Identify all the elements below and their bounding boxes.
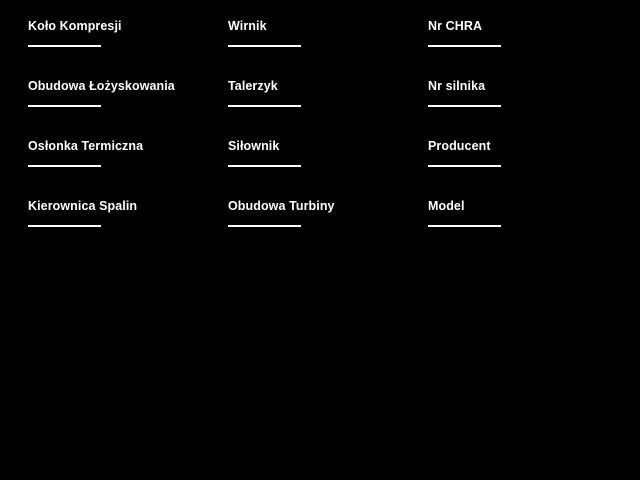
field-value-silownik[interactable] xyxy=(228,152,301,165)
field-value-kolo-kompresji[interactable] xyxy=(28,32,101,45)
field-value-obudowa-turbiny[interactable] xyxy=(228,212,301,225)
field-value-producent[interactable] xyxy=(428,152,501,165)
field-value-talerzyk[interactable] xyxy=(228,92,301,105)
field-silownik[interactable]: Siłownik xyxy=(228,138,413,184)
field-obudowa-lozyskowania[interactable]: Obudowa Łożyskowania xyxy=(28,78,213,124)
field-label-kolo-kompresji: Koło Kompresji xyxy=(28,18,122,33)
field-label-wirnik: Wirnik xyxy=(228,18,267,33)
field-producent[interactable]: Producent xyxy=(428,138,613,184)
field-rule-oslonka-termiczna xyxy=(28,165,101,167)
field-label-oslonka-termiczna: Osłonka Termiczna xyxy=(28,138,144,153)
field-label-talerzyk: Talerzyk xyxy=(228,78,278,93)
field-nr-silnika[interactable]: Nr silnika xyxy=(428,78,613,124)
field-label-model: Model xyxy=(428,198,465,213)
field-label-obudowa-lozyskowania: Obudowa Łożyskowania xyxy=(28,78,175,93)
field-kolo-kompresji[interactable]: Koło Kompresji xyxy=(28,18,213,64)
field-value-wirnik[interactable] xyxy=(228,32,301,45)
field-value-obudowa-lozyskowania[interactable] xyxy=(28,92,101,105)
field-oslonka-termiczna[interactable]: Osłonka Termiczna xyxy=(28,138,213,184)
field-wirnik[interactable]: Wirnik xyxy=(228,18,413,64)
field-rule-obudowa-turbiny xyxy=(228,225,301,227)
field-rule-nr-chra xyxy=(428,45,501,47)
field-rule-kierownica-spalin xyxy=(28,225,101,227)
field-talerzyk[interactable]: Talerzyk xyxy=(228,78,413,124)
field-value-oslonka-termiczna[interactable] xyxy=(28,152,101,165)
field-label-kierownica-spalin: Kierownica Spalin xyxy=(28,198,138,213)
field-model[interactable]: Model xyxy=(428,198,613,244)
field-rule-obudowa-lozyskowania xyxy=(28,105,101,107)
field-rule-silownik xyxy=(228,165,301,167)
field-rule-talerzyk xyxy=(228,105,301,107)
field-rule-model xyxy=(428,225,501,227)
field-rule-nr-silnika xyxy=(428,105,501,107)
field-obudowa-turbiny[interactable]: Obudowa Turbiny xyxy=(228,198,413,244)
field-value-nr-chra[interactable] xyxy=(428,32,501,45)
field-value-kierownica-spalin[interactable] xyxy=(28,212,101,225)
field-value-model[interactable] xyxy=(428,212,501,225)
field-rule-wirnik xyxy=(228,45,301,47)
field-label-obudowa-turbiny: Obudowa Turbiny xyxy=(228,198,335,213)
field-rule-producent xyxy=(428,165,501,167)
field-rule-kolo-kompresji xyxy=(28,45,101,47)
field-nr-chra[interactable]: Nr CHRA xyxy=(428,18,613,64)
field-label-silownik: Siłownik xyxy=(228,138,280,153)
field-value-nr-silnika[interactable] xyxy=(428,92,501,105)
field-label-nr-silnika: Nr silnika xyxy=(428,78,486,93)
field-label-producent: Producent xyxy=(428,138,491,153)
field-label-nr-chra: Nr CHRA xyxy=(428,18,483,33)
field-kierownica-spalin[interactable]: Kierownica Spalin xyxy=(28,198,213,244)
